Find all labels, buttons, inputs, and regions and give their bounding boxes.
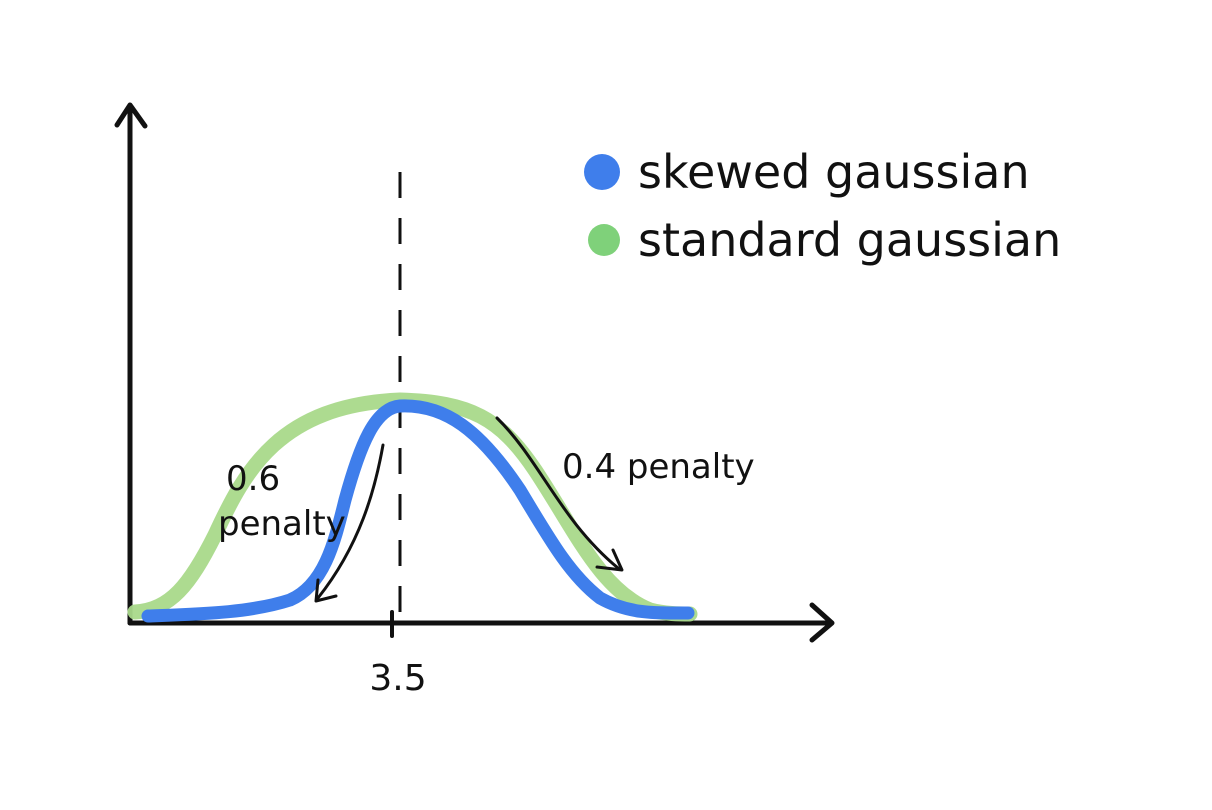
legend-marker-skewed [584, 154, 620, 190]
x-axis-arrowhead [809, 602, 835, 643]
x-tick-label: 3.5 [369, 658, 426, 699]
legend-label-standard: standard gaussian [638, 213, 1061, 267]
left-penalty-value: 0.6 [226, 459, 280, 499]
left-penalty-arrowhead [314, 578, 338, 603]
skewed-gaussian-curve [141, 399, 695, 623]
left-penalty-word: penalty [218, 504, 346, 544]
left-penalty-arrow [316, 443, 385, 600]
right-penalty-arrowhead [595, 548, 624, 572]
right-penalty-label: 0.4 penalty [562, 447, 755, 487]
legend: skewed gaussian standard gaussian [584, 145, 1061, 267]
y-axis-arrowhead [114, 102, 148, 129]
right-penalty-arrow [495, 416, 620, 570]
axes [114, 102, 835, 643]
penalty-arrows [314, 416, 624, 603]
standard-gaussian-curve [127, 392, 698, 622]
legend-marker-standard [588, 224, 620, 256]
legend-label-skewed: skewed gaussian [638, 145, 1030, 199]
